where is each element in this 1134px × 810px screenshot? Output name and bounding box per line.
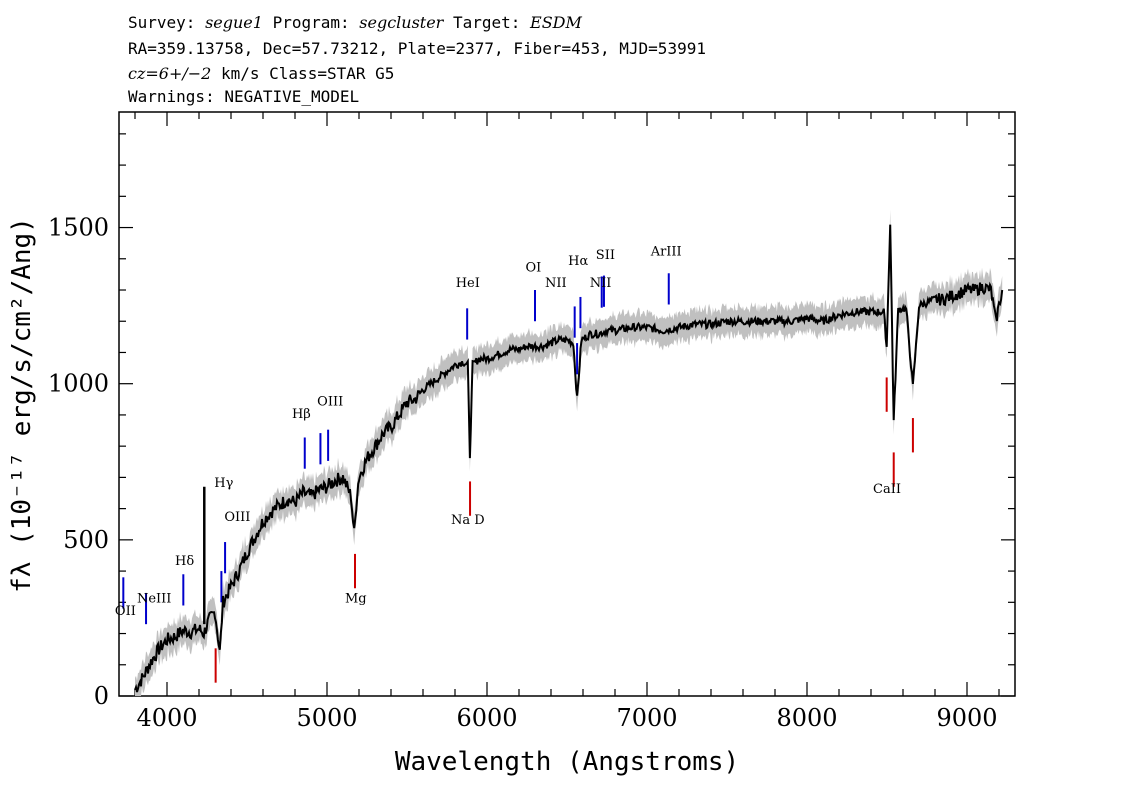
cz-value: cz=6+/−2 — [128, 64, 211, 83]
header-line-2: RA=359.13758, Dec=57.73212, Plate=2377, … — [128, 39, 706, 58]
header-line-4: Warnings: NEGATIVE_MODEL — [128, 87, 359, 106]
program-label: Program: — [263, 13, 359, 32]
line-label: SII — [596, 248, 615, 263]
x-tick-label: 7000 — [616, 704, 677, 732]
line-label: Hα — [568, 254, 588, 269]
line-label: HeI — [456, 276, 480, 291]
axis-ticks — [119, 112, 1015, 697]
survey-label: Survey: — [128, 13, 205, 32]
x-axis-label: Wavelength (Angstroms) — [395, 747, 739, 777]
line-label: OII — [115, 604, 136, 619]
line-label: OIII — [317, 395, 343, 410]
line-label: OIII — [224, 510, 250, 525]
class-text: km/s Class=STAR G5 — [211, 64, 394, 83]
line-label: NeIII — [137, 591, 171, 606]
line-markers — [122, 273, 914, 683]
line-label: Hγ — [214, 476, 233, 491]
plot-frame — [118, 111, 1016, 697]
y-axis-label: fλ (10⁻¹⁷ erg/s/cm²/Ang) — [7, 217, 37, 593]
x-tick-label: 8000 — [776, 704, 837, 732]
flux-line — [134, 224, 1004, 693]
line-label: Na D — [451, 513, 485, 528]
header-line-1: Survey: segue1 Program: segcluster Targe… — [128, 13, 583, 32]
line-label: ArIII — [650, 245, 682, 260]
error-band — [135, 209, 1003, 696]
flux-series — [134, 224, 1004, 693]
program-value: segcluster — [359, 13, 444, 32]
line-label: Hδ — [175, 554, 194, 569]
y-tick-label: 500 — [63, 526, 109, 554]
tick-labels: 4000 5000 6000 7000 8000 9000 0 500 1000 1500 — [48, 214, 998, 732]
header-line-3: cz=6+/−2 km/s Class=STAR G5 — [128, 64, 394, 83]
x-tick-label: 9000 — [936, 704, 997, 732]
y-tick-label: 1000 — [48, 370, 109, 398]
error-band-area — [135, 209, 1003, 696]
line-label: OI — [526, 260, 542, 275]
y-tick-label: 1500 — [48, 214, 109, 242]
line-label: CaII — [873, 482, 901, 497]
target-label: Target: — [443, 13, 530, 32]
y-tick-label: 0 — [94, 682, 109, 710]
line-label: NII — [545, 276, 567, 291]
x-tick-label: 6000 — [456, 704, 517, 732]
target-value: ESDM — [529, 13, 582, 32]
line-label: Hβ — [292, 407, 311, 422]
x-tick-label: 5000 — [296, 704, 357, 732]
survey-value: segue1 — [205, 13, 263, 32]
line-label: Mg — [345, 591, 367, 606]
line-label: NII — [590, 276, 612, 291]
x-tick-label: 4000 — [136, 704, 197, 732]
